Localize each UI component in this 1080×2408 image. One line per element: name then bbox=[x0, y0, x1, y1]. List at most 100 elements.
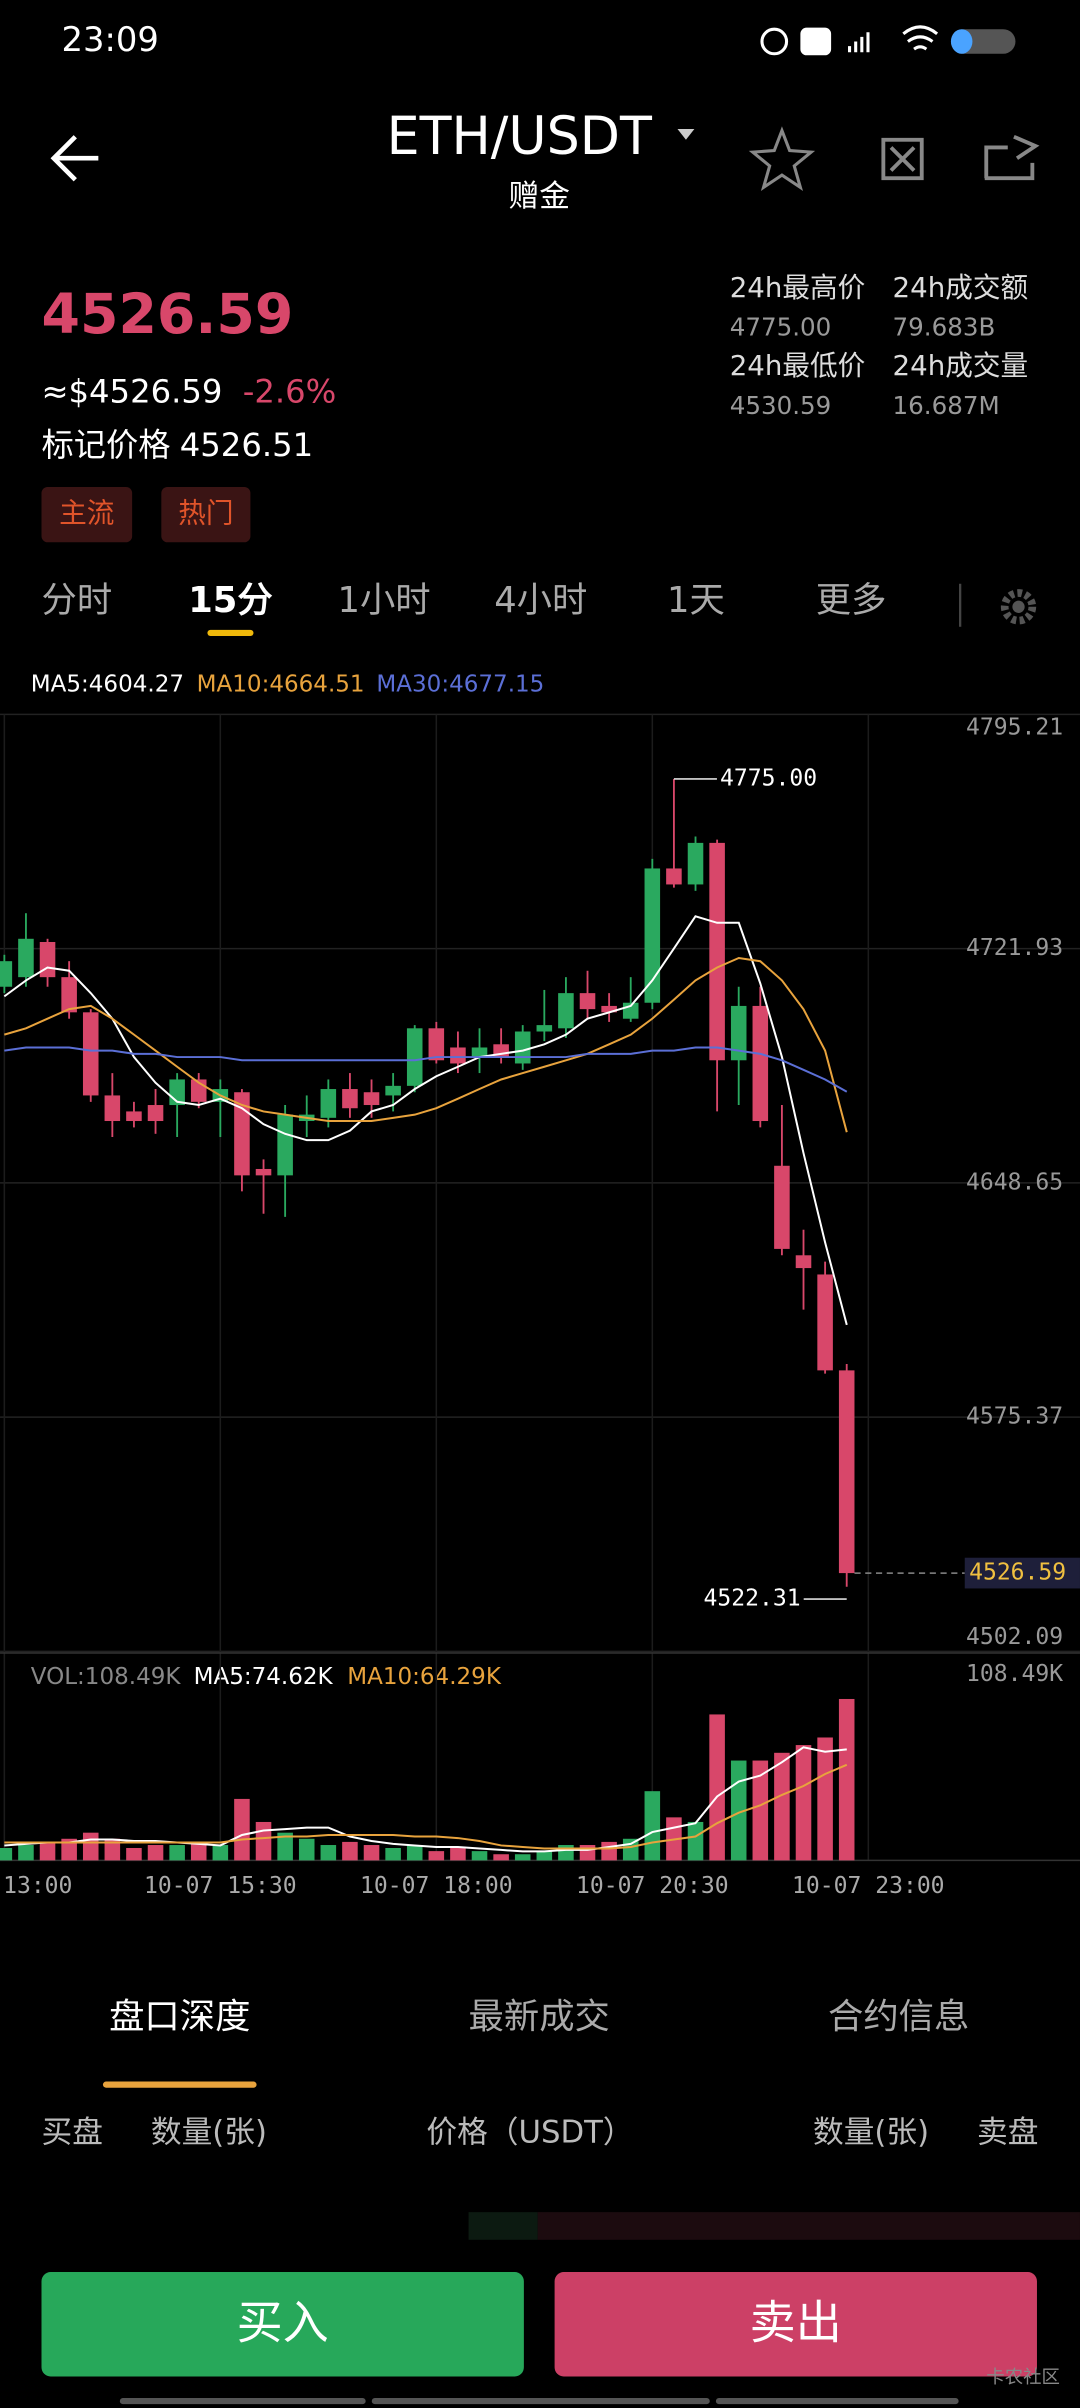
volume-bar bbox=[752, 1760, 769, 1861]
last-price-box bbox=[964, 1557, 1080, 1589]
tag-bg bbox=[41, 486, 133, 543]
pair-dropdown[interactable] bbox=[677, 129, 695, 140]
candle-body bbox=[0, 961, 13, 987]
bottom-tab[interactable]: 最新成交 bbox=[469, 1997, 610, 2038]
ma-legend: MA30:4677.15 bbox=[376, 672, 544, 698]
volume-bar bbox=[18, 1845, 34, 1861]
low-label: 4522.31 bbox=[704, 1586, 801, 1612]
x-tick-label: 10-07 23:00 bbox=[792, 1873, 945, 1899]
sell-button[interactable] bbox=[554, 2272, 1037, 2377]
candle-body bbox=[795, 1255, 812, 1269]
bottom-tab[interactable]: 合约信息 bbox=[828, 1997, 969, 2038]
candle-body bbox=[320, 1089, 337, 1118]
volume-bar bbox=[342, 1841, 358, 1861]
pair-title[interactable]: ETH/USDT bbox=[387, 107, 653, 167]
volume-bar bbox=[212, 1845, 229, 1861]
candle-body bbox=[536, 1025, 553, 1032]
interval-tab[interactable]: 分时 bbox=[41, 580, 112, 621]
candle-body bbox=[471, 1047, 488, 1058]
bottom-tab-active[interactable]: 盘口深度 bbox=[109, 1997, 250, 2038]
candle-body bbox=[342, 1089, 358, 1109]
volume-bar bbox=[234, 1798, 250, 1861]
volume-bar bbox=[406, 1845, 423, 1861]
volume-bar bbox=[601, 1841, 617, 1861]
volume-bar bbox=[774, 1752, 790, 1861]
volume-bar bbox=[169, 1845, 185, 1861]
volume-bar bbox=[536, 1851, 553, 1861]
volume-bar bbox=[363, 1845, 380, 1861]
last-price: 4526.59 bbox=[42, 283, 294, 347]
tag: 热门 bbox=[178, 497, 233, 530]
candle-body bbox=[385, 1085, 401, 1096]
interval-tab-active[interactable]: 15分 bbox=[188, 580, 273, 621]
candle-body bbox=[428, 1028, 445, 1061]
volume-bar bbox=[795, 1745, 812, 1861]
x-tick-label: 10-07 18:00 bbox=[360, 1873, 513, 1899]
interval-tab[interactable]: 4小时 bbox=[494, 580, 587, 621]
stat-value: 79.683B bbox=[893, 313, 996, 342]
y-tick-label: 4795.21 bbox=[966, 715, 1063, 741]
pair-subtitle: 赠金 bbox=[509, 179, 570, 215]
stat-label: 24h最高价 bbox=[730, 271, 866, 304]
candle-body bbox=[450, 1047, 466, 1064]
ma-legend: MA5:4604.27 bbox=[31, 672, 184, 698]
x-tick-label: 10-07 15:30 bbox=[144, 1873, 297, 1899]
tag: 主流 bbox=[59, 497, 114, 530]
volume-bar bbox=[147, 1845, 164, 1861]
stat-label: 24h最低价 bbox=[730, 349, 866, 382]
watermark: 卡农社区 bbox=[986, 2367, 1060, 2388]
ma-line bbox=[4, 1763, 848, 1850]
mark-price-label: 标记价格 bbox=[42, 426, 171, 464]
candle-body bbox=[817, 1274, 833, 1371]
book-header: 卖盘 bbox=[977, 2114, 1038, 2150]
candle-body bbox=[234, 1092, 250, 1176]
settings-button[interactable] bbox=[1000, 589, 1037, 625]
interval-tab[interactable]: 1天 bbox=[667, 580, 725, 621]
candle-body bbox=[601, 1005, 617, 1013]
volume-bar bbox=[644, 1791, 661, 1861]
x-tick-label: 10-07 20:30 bbox=[576, 1873, 729, 1899]
depth-bar bbox=[468, 2212, 538, 2240]
volume-bar bbox=[385, 1847, 401, 1861]
y-tick-label: 4575.37 bbox=[966, 1404, 1063, 1430]
volume-bar bbox=[255, 1821, 272, 1861]
buy-button[interactable] bbox=[41, 2272, 524, 2377]
tab-indicator bbox=[207, 629, 254, 636]
volume-bar bbox=[320, 1845, 337, 1861]
candle-body bbox=[838, 1370, 855, 1574]
book-header: 买盘 bbox=[41, 2114, 102, 2150]
favorite-button[interactable] bbox=[748, 126, 816, 192]
stat-label: 24h成交额 bbox=[893, 271, 1029, 304]
ma-legend: MA10:4664.51 bbox=[197, 672, 365, 698]
book-header: 价格（USDT） bbox=[426, 2114, 633, 2150]
x-tick-label: 13:00 bbox=[3, 1873, 72, 1899]
interval-tab[interactable]: 更多 bbox=[816, 580, 887, 621]
volume-bar bbox=[817, 1737, 833, 1861]
volume-bar bbox=[298, 1838, 315, 1861]
volume-bar bbox=[61, 1838, 77, 1861]
share-button[interactable] bbox=[984, 134, 1040, 181]
candle-body bbox=[752, 1005, 769, 1122]
volume-bar bbox=[709, 1714, 725, 1861]
volume-bar bbox=[579, 1845, 596, 1861]
stat-value: 16.687M bbox=[893, 391, 1000, 420]
volume-bar bbox=[126, 1847, 142, 1861]
book-header: 数量(张) bbox=[813, 2114, 929, 2150]
volume-bar bbox=[104, 1838, 121, 1861]
candle-body bbox=[363, 1092, 380, 1106]
interval-tab[interactable]: 1小时 bbox=[338, 580, 431, 621]
volume-bar bbox=[558, 1845, 574, 1861]
candle-body bbox=[644, 868, 661, 1003]
back-button[interactable] bbox=[50, 135, 99, 182]
volume-bar bbox=[0, 1847, 13, 1861]
kline-chart: 4795.21 4721.93 4648.65 4575.37 4502.09 13:00… bbox=[0, 713, 1080, 1899]
price-change: -2.6% bbox=[243, 372, 337, 410]
vol-legend: MA5:74.62K bbox=[194, 1664, 334, 1690]
fullscreen-button[interactable] bbox=[881, 137, 924, 181]
candle-body bbox=[558, 993, 574, 1029]
y-tick-label: 4721.93 bbox=[966, 935, 1063, 961]
vol-legend: MA10:64.29K bbox=[347, 1664, 502, 1690]
volume-bar bbox=[190, 1841, 207, 1861]
candle-body bbox=[579, 993, 596, 1010]
y-tick-label: 4502.09 bbox=[966, 1624, 1063, 1650]
